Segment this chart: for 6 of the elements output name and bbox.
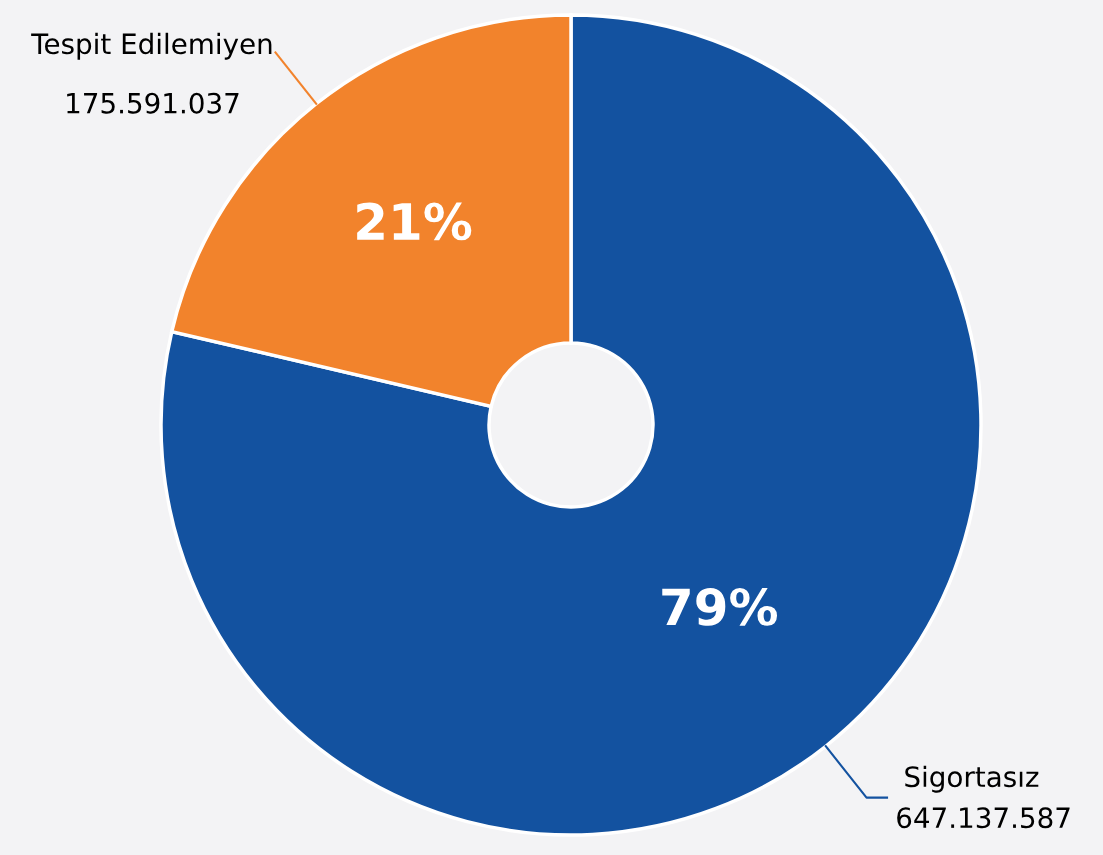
data-label: 175.591.037 [67,92,239,114]
text: 79% [662,588,778,626]
slice-label: Sigortasız [905,765,1039,793]
text: 21% [357,202,472,241]
slice-label: Tespit Edilemiyen [31,32,272,60]
data-label: 647.137.587 [897,807,1070,829]
